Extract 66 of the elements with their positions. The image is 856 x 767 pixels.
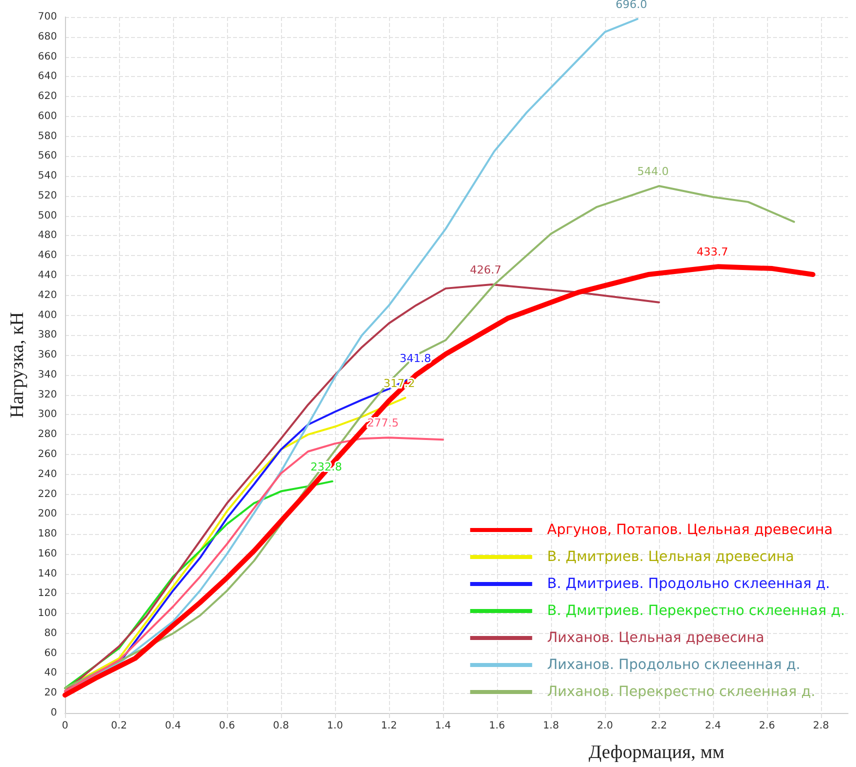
y-tick-label: 360 [38, 350, 57, 361]
annotation: 544.0 [637, 165, 669, 178]
x-axis-title: Деформация, мм [588, 742, 724, 763]
y-tick-label: 60 [44, 648, 57, 659]
x-tick-label: 2.6 [759, 720, 775, 732]
y-tick-label: 280 [38, 429, 57, 440]
x-tick-label: 0.4 [165, 720, 181, 732]
y-tick-label: 620 [38, 91, 57, 102]
legend-label: Аргунов, Потапов. Цельная древесина [547, 522, 833, 538]
y-tick-label: 480 [38, 230, 57, 242]
y-tick-label: 140 [38, 568, 57, 580]
x-tick-label: 0.8 [273, 720, 289, 732]
legend-label: Лиханов. Перекрестно склеенная д. [547, 684, 816, 700]
y-tick-label: 580 [38, 130, 57, 142]
legend-label: В. Дмитриев. Цельная древесина [547, 549, 794, 565]
x-tick-label: 0.6 [219, 720, 235, 732]
x-tick-label: 1.2 [381, 720, 397, 732]
y-axis-title: Нагрузка, кН [7, 312, 28, 418]
x-tick-label: 1.0 [327, 720, 343, 732]
y-tick-label: 600 [38, 110, 57, 122]
y-tick-label: 640 [38, 71, 57, 82]
y-tick-label: 40 [44, 668, 57, 679]
annotation: 426.7 [470, 263, 502, 276]
x-tick-label: 2.8 [813, 720, 829, 732]
y-tick-label: 460 [38, 250, 57, 262]
y-tick-label: 520 [38, 190, 57, 202]
y-tick-label: 680 [38, 31, 57, 42]
x-tick-label: 2.0 [597, 720, 613, 732]
y-tick-label: 120 [38, 588, 57, 600]
y-tick-label: 0 [50, 708, 57, 718]
y-tick-label: 380 [38, 330, 57, 341]
y-tick-label: 500 [38, 210, 57, 222]
y-tick-label: 300 [38, 409, 57, 420]
annotation: 696.0 [616, 0, 648, 11]
y-tick-label: 80 [44, 628, 57, 639]
y-tick-label: 20 [44, 688, 57, 699]
x-tick-label: 2.2 [651, 720, 667, 732]
y-tick-label: 420 [38, 290, 57, 301]
x-tick-label: 1.6 [489, 720, 505, 732]
y-tick-label: 320 [38, 389, 57, 400]
y-tick-label: 400 [38, 310, 57, 321]
y-tick-label: 180 [38, 528, 57, 540]
x-tick-label: 1.4 [435, 720, 451, 732]
x-tick-label: 0 [62, 720, 68, 732]
y-tick-label: 540 [38, 170, 57, 182]
x-tick-label: 1.8 [543, 720, 559, 732]
legend-label: В. Дмитриев. Перекрестно склеенная д. [547, 603, 845, 619]
y-tick-label: 240 [38, 468, 57, 480]
y-tick-label: 700 [38, 12, 57, 22]
y-tick-label: 340 [38, 369, 57, 380]
y-tick-label: 440 [38, 270, 57, 282]
legend-label: Лиханов. Продольно склеенная д. [547, 657, 800, 673]
annotation: 433.7 [696, 246, 728, 259]
legend-label: В. Дмитриев. Продольно склеенная д. [547, 576, 830, 592]
x-tick-label: 2.4 [705, 720, 721, 732]
y-tick-label: 260 [38, 448, 57, 460]
y-tick-label: 160 [38, 548, 57, 560]
y-tick-label: 560 [38, 150, 57, 162]
line-series [64, 480, 334, 690]
legend-label: Лиханов. Цельная древесина [547, 630, 764, 646]
line-series [64, 436, 444, 692]
x-tick-label: 0.2 [111, 720, 127, 732]
y-tick-label: 200 [38, 508, 57, 520]
y-tick-label: 100 [38, 608, 57, 620]
y-tick-label: 220 [38, 488, 57, 500]
y-tick-label: 660 [38, 51, 57, 62]
